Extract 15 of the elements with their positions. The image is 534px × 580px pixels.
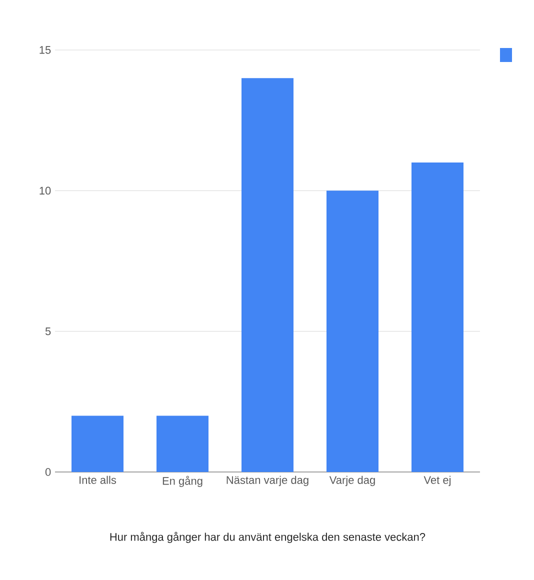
bar xyxy=(326,190,378,472)
x-tick-label: En gång xyxy=(162,476,202,488)
bar xyxy=(156,416,208,472)
y-tick-label: 15 xyxy=(40,46,51,54)
bar xyxy=(241,78,294,472)
x-tick-label: Varje dag xyxy=(329,476,375,486)
y-tick-label: 10 xyxy=(40,186,51,195)
bar xyxy=(411,162,464,472)
y-tick-label: 5 xyxy=(45,328,51,336)
bar xyxy=(72,416,124,472)
x-tick-label: Nästan varje dag xyxy=(226,476,308,486)
x-tick-label: Inte alls xyxy=(80,476,116,484)
y-tick-label: 0 xyxy=(45,468,51,476)
x-axis-title: Hur många gånger har du använt engelska den senaste veckan? xyxy=(110,532,426,543)
x-tick-label: Vet ej xyxy=(424,476,451,486)
